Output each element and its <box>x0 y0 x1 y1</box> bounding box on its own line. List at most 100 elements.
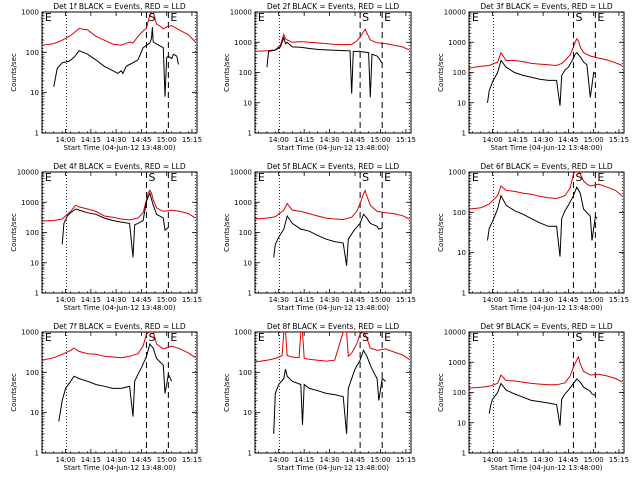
y-tick-label: 10 <box>243 99 252 107</box>
x-axis-label: Start Time (04-Jun-12 13:48:00) <box>491 304 603 312</box>
series-line-lld <box>42 12 196 46</box>
x-axis-label: Start Time (04-Jun-12 13:48:00) <box>491 464 603 472</box>
x-tick-label: 15:00 <box>584 456 604 464</box>
chart-panel-1: Det 1f BLACK = Events, RED = LLD 14:00 14:… <box>10 2 202 152</box>
x-tick-label: 14:30 <box>320 296 340 304</box>
x-tick-label: 15:15 <box>182 136 202 144</box>
series-line-lld <box>469 355 623 389</box>
series-group <box>469 355 623 426</box>
x-tick-label: 14:00 <box>55 456 75 464</box>
marker-s: S <box>148 331 155 344</box>
series-line-lld <box>255 189 410 221</box>
plot-frame <box>41 11 198 134</box>
series-line-events <box>487 186 598 257</box>
x-tick-label: 15:15 <box>396 296 416 304</box>
x-tick-label: 14:15 <box>81 456 101 464</box>
series-line-events <box>273 349 386 434</box>
x-tick-label: 15:15 <box>396 456 416 464</box>
y-tick-label: 10 <box>243 409 252 417</box>
chart-title: Det 3f BLACK = Events, RED = LLD <box>480 2 613 11</box>
chart-panel-6: Det 6f BLACK = Events, RED = LLD 14:00 14:… <box>437 162 629 312</box>
plot-frame <box>254 171 412 294</box>
marker-s: S <box>575 171 582 184</box>
chart-title: Det 9f BLACK = Events, RED = LLD <box>480 322 613 331</box>
marker-e: E <box>597 331 604 344</box>
x-tick-label: 15:00 <box>157 136 177 144</box>
series-group <box>255 189 410 266</box>
marker-e: E <box>170 171 177 184</box>
x-axis-label: Start Time (04-Jun-12 13:48:00) <box>491 144 603 152</box>
series-group <box>469 172 623 257</box>
y-tick-label: 100 <box>453 389 466 397</box>
y-tick-label: 10 <box>30 89 39 97</box>
series-line-events <box>487 51 596 106</box>
series-line-events <box>58 343 173 422</box>
marker-e: E <box>45 11 52 24</box>
x-tick-label: 15:00 <box>370 296 390 304</box>
x-tick-label: 14:30 <box>106 136 126 144</box>
y-tick-label: 1000 <box>448 359 466 367</box>
x-tick-label: 14:15 <box>508 296 528 304</box>
x-axis-label: Start Time (04-Jun-12 13:48:00) <box>64 144 176 152</box>
plot-frame <box>468 11 625 134</box>
x-tick-label: 14:45 <box>558 136 578 144</box>
chart-title: Det 8f BLACK = Events, RED = LLD <box>267 322 400 331</box>
y-axis-label: Counts/sec <box>10 373 18 412</box>
x-tick-label: 14:00 <box>269 136 289 144</box>
x-tick-label: 14:15 <box>508 136 528 144</box>
marker-e: E <box>384 171 391 184</box>
x-tick-label: 14:15 <box>294 296 314 304</box>
x-tick-label: 14:30 <box>106 456 126 464</box>
y-tick-label: 1000 <box>448 169 466 177</box>
x-tick-label: 14:45 <box>345 456 365 464</box>
y-tick-label: 1 <box>462 130 466 138</box>
chart-title: Det 2f BLACK = Events, RED = LLD <box>267 2 400 11</box>
marker-e: E <box>170 331 177 344</box>
x-tick-label: 14:15 <box>508 456 528 464</box>
y-tick-label: 100 <box>26 229 39 237</box>
plot-frame <box>41 171 198 294</box>
chart-panel-8: Det 8f BLACK = Events, RED = LLD 14:00 14:… <box>223 322 416 472</box>
x-axis-label: Start Time (04-Jun-12 13:48:00) <box>64 304 176 312</box>
y-axis-label: Counts/sec <box>223 373 231 412</box>
x-tick-label: 15:00 <box>157 296 177 304</box>
x-tick-label: 15:00 <box>584 136 604 144</box>
marker-s: S <box>362 171 369 184</box>
series-group <box>42 189 196 258</box>
chart-panel-3: Det 3f BLACK = Events, RED = LLD 14:00 14:… <box>437 2 629 152</box>
x-axis-label: Start Time (04-Jun-12 13:48:00) <box>277 464 389 472</box>
marker-e: E <box>170 11 177 24</box>
y-tick-label: 1 <box>462 290 466 298</box>
marker-s: S <box>362 11 369 24</box>
y-tick-label: 10000 <box>230 169 252 177</box>
x-tick-label: 14:30 <box>106 296 126 304</box>
x-tick-label: 14:30 <box>533 296 553 304</box>
marker-e: E <box>472 171 479 184</box>
x-tick-label: 15:15 <box>396 136 416 144</box>
y-tick-label: 1 <box>248 130 252 138</box>
x-tick-label: 15:15 <box>609 296 629 304</box>
y-tick-label: 1 <box>35 130 39 138</box>
x-tick-label: 15:00 <box>370 456 390 464</box>
series-line-lld <box>42 332 196 361</box>
x-tick-label: 14:30 <box>269 296 289 304</box>
y-tick-label: 10000 <box>444 329 466 337</box>
marker-s: S <box>575 331 582 344</box>
series-line-events <box>273 213 383 266</box>
plot-frame <box>254 331 412 454</box>
series-group <box>42 12 196 97</box>
x-tick-label: 14:45 <box>558 296 578 304</box>
series-line-lld <box>469 172 623 210</box>
marker-e: E <box>597 11 604 24</box>
x-tick-label: 15:15 <box>182 456 202 464</box>
y-axis-label: Counts/sec <box>10 213 18 252</box>
y-tick-label: 1000 <box>234 39 252 47</box>
marker-e: E <box>384 11 391 24</box>
y-tick-label: 10000 <box>230 9 252 17</box>
x-tick-label: 14:00 <box>269 456 289 464</box>
marker-e: E <box>384 331 391 344</box>
marker-s: S <box>148 11 155 24</box>
y-tick-label: 1 <box>35 450 39 458</box>
x-tick-label: 15:15 <box>609 456 629 464</box>
chart-panel-5: Det 5f BLACK = Events, RED = LLD 14:30 14:… <box>223 162 416 312</box>
